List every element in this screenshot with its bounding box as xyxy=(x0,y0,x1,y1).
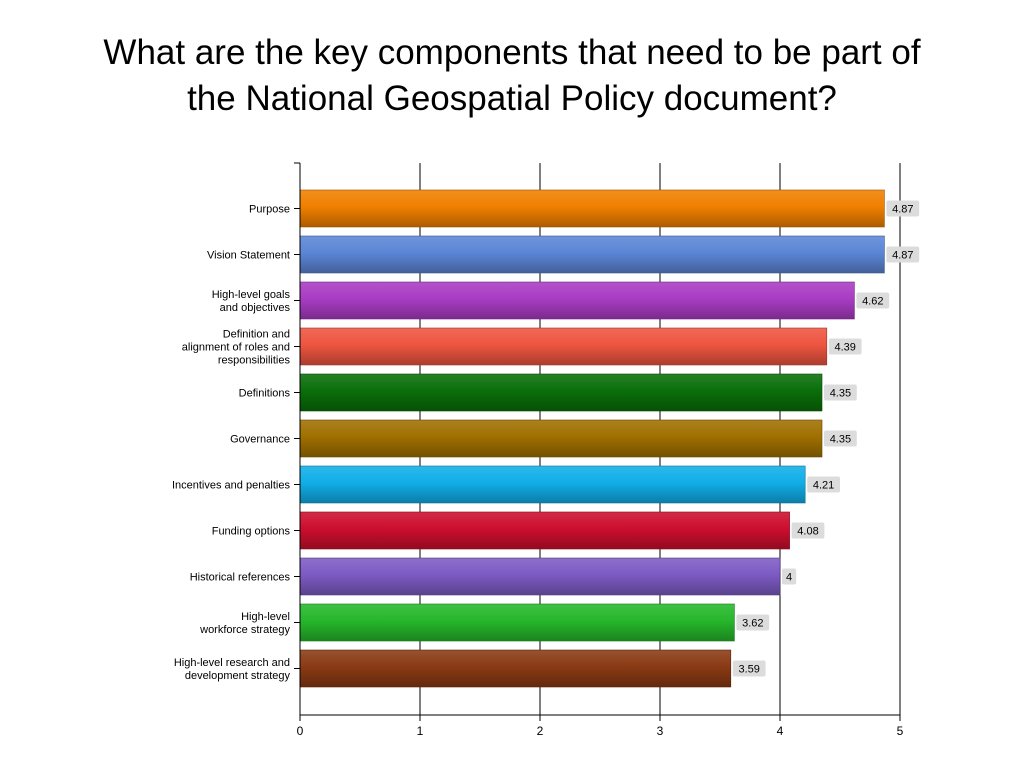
x-tick-label: 0 xyxy=(297,724,304,738)
category-label: High-level xyxy=(241,611,290,623)
value-label: 3.62 xyxy=(742,618,763,630)
value-label-badge xyxy=(886,200,920,217)
bar xyxy=(299,649,732,688)
value-label: 3.59 xyxy=(738,664,759,676)
category-label: Vision Statement xyxy=(207,250,290,262)
bar xyxy=(299,235,885,274)
category-label: and objectives xyxy=(220,302,291,314)
category-label: alignment of roles and xyxy=(182,342,290,354)
value-label-badge xyxy=(782,568,797,585)
value-label-badge xyxy=(828,338,862,355)
bar xyxy=(299,189,885,228)
x-tick-label: 2 xyxy=(537,724,544,738)
category-label: responsibilities xyxy=(218,355,291,367)
category-label: Funding options xyxy=(212,526,291,538)
category-label: Incentives and penalties xyxy=(172,480,291,492)
bar xyxy=(299,373,823,412)
category-label: development strategy xyxy=(185,670,291,682)
value-label-badge xyxy=(824,384,857,401)
value-label: 4.39 xyxy=(834,342,855,354)
bar xyxy=(299,281,855,320)
bar xyxy=(299,557,781,596)
value-label-badge xyxy=(886,246,920,263)
category-label: Governance xyxy=(230,434,290,446)
category-label: High-level research and xyxy=(174,657,290,669)
slide-title: What are the key components that need to… xyxy=(20,30,1004,122)
category-label: Definition and xyxy=(223,329,290,341)
x-tick-label: 5 xyxy=(897,724,904,738)
slide-title-line-1: What are the key components that need to… xyxy=(103,33,921,72)
x-tick-label: 4 xyxy=(777,724,784,738)
bar xyxy=(299,465,806,504)
value-label: 4.08 xyxy=(797,526,818,538)
category-label: Historical references xyxy=(190,572,291,584)
x-tick-label: 1 xyxy=(417,724,424,738)
value-label: 4.21 xyxy=(813,480,834,492)
value-label-badge xyxy=(824,430,857,447)
bar xyxy=(299,419,823,458)
category-label: Definitions xyxy=(239,388,291,400)
value-label-badge xyxy=(807,476,840,493)
value-label-badge xyxy=(791,522,825,539)
value-label: 4.62 xyxy=(862,296,883,308)
value-label: 4.35 xyxy=(830,434,851,446)
value-label-badge xyxy=(856,292,890,309)
bar xyxy=(299,603,735,642)
value-label-badge xyxy=(736,614,770,631)
value-label-badge xyxy=(732,660,766,677)
category-label: Purpose xyxy=(249,204,290,216)
category-label: High-level goals xyxy=(212,289,291,301)
value-label: 4.87 xyxy=(892,250,913,262)
bar xyxy=(299,511,790,550)
category-label: workforce strategy xyxy=(199,624,290,636)
value-label: 4.35 xyxy=(830,388,851,400)
slide-title-line-2: the National Geospatial Policy document? xyxy=(187,79,837,118)
value-label: 4.87 xyxy=(892,204,913,216)
x-tick-label: 3 xyxy=(657,724,664,738)
value-label: 4 xyxy=(786,572,792,584)
bar xyxy=(299,327,828,366)
